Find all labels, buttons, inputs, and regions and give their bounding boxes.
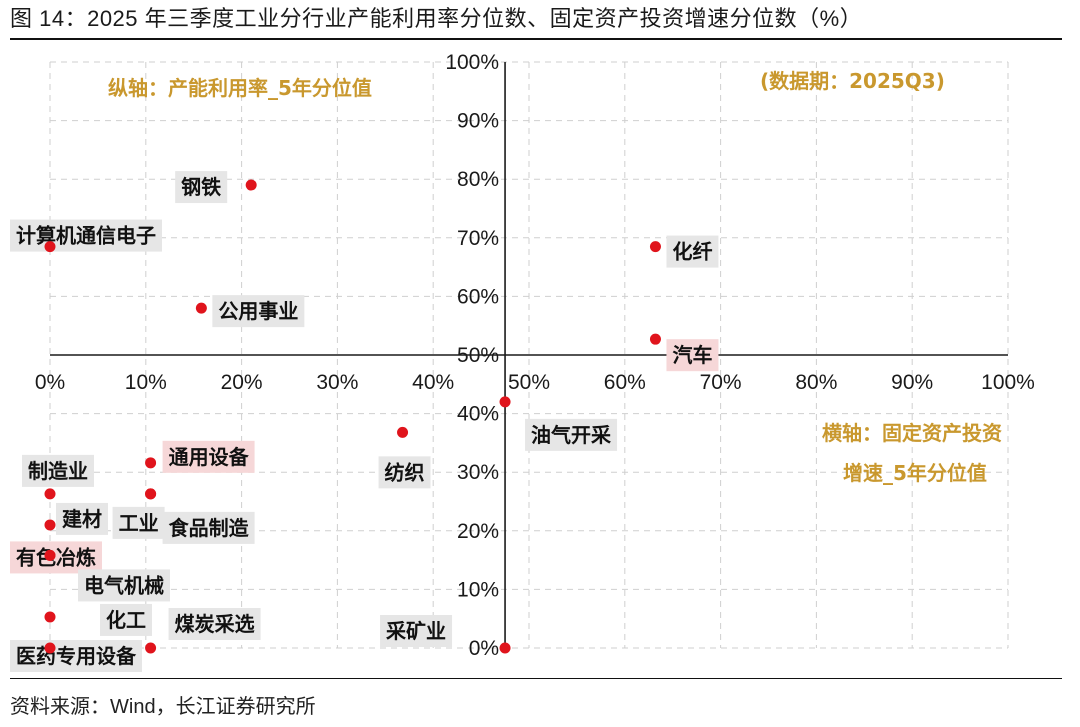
data-point	[145, 457, 157, 469]
point-label: 有色冶炼	[16, 545, 96, 569]
y-tick-label: 10%	[457, 578, 499, 601]
point-label-background	[112, 506, 165, 539]
point-label: 化纤	[672, 240, 712, 264]
y-tick-label: 70%	[457, 227, 499, 250]
point-label-background	[162, 511, 255, 544]
y-tick-label: 40%	[457, 403, 499, 426]
point-label: 通用设备	[169, 445, 250, 469]
data-point	[499, 642, 511, 654]
data-point	[44, 611, 56, 623]
point-label-backgrounds	[10, 171, 719, 672]
y-tick-label: 0%	[469, 637, 499, 660]
data-point	[145, 488, 157, 500]
data-point	[44, 642, 56, 654]
point-label: 食品制造	[169, 516, 250, 540]
data-point	[44, 519, 56, 531]
point-label: 医药专用设备	[16, 644, 137, 668]
tick-labels: 0% 10% 20% 30% 40% 50% 60% 70% 80% 90% 100%0%10%20…	[35, 51, 1035, 660]
point-label: 采矿业	[386, 619, 446, 643]
data-point	[499, 396, 511, 408]
data-point	[44, 241, 56, 253]
point-label: 汽车	[672, 343, 712, 367]
point-label-background	[212, 295, 305, 328]
data-point	[44, 488, 56, 500]
point-label: 纺织	[385, 460, 425, 484]
point-label: 工业	[119, 511, 159, 535]
x-tick-label: 0%	[35, 371, 65, 394]
point-label-background	[22, 454, 94, 487]
point-label-background	[378, 456, 431, 489]
x-tick-label: 70%	[700, 371, 742, 394]
axes	[50, 62, 1008, 648]
data-point	[44, 549, 56, 561]
y-tick-label: 80%	[457, 168, 499, 191]
point-label-background	[78, 569, 170, 602]
data-point	[195, 302, 207, 314]
x-tick-label: 10%	[125, 371, 167, 394]
point-label-background	[10, 219, 162, 252]
point-label: 钢铁	[181, 175, 221, 199]
y-tick-label: 100%	[445, 51, 499, 74]
y-tick-label: 30%	[457, 461, 499, 484]
point-label: 计算机通信电子	[16, 224, 156, 248]
x-tick-label: 60%	[604, 371, 646, 394]
point-label-background	[10, 640, 142, 672]
point-label-background	[56, 502, 108, 535]
point-label: 制造业	[28, 459, 88, 483]
source-note: 资料来源：Wind，长江证券研究所	[10, 696, 316, 718]
y-axis-note: 纵轴：产能利用率_5年分位值	[108, 76, 372, 100]
chart-notes: 纵轴：产能利用率_5年分位值 (数据期：2025Q3) 横轴：固定资产投资 增速…	[108, 69, 1002, 485]
x-tick-label: 90%	[891, 371, 933, 394]
x-axis-note-line1: 横轴：固定资产投资	[822, 421, 1002, 445]
point-label: 煤炭采选	[175, 612, 255, 636]
x-tick-label: 50%	[508, 371, 550, 394]
y-tick-label: 50%	[457, 344, 499, 367]
point-label: 建材	[62, 507, 102, 531]
y-tick-label: 90%	[457, 110, 499, 133]
point-label-background	[525, 418, 618, 451]
title-divider	[10, 38, 1062, 40]
point-label: 公用事业	[218, 299, 298, 323]
y-tick-label: 20%	[457, 520, 499, 543]
data-points	[44, 179, 661, 654]
x-tick-label: 80%	[795, 371, 837, 394]
x-axis-note-line2: 增速_5年分位值	[843, 461, 987, 485]
data-point	[649, 333, 661, 345]
x-tick-label: 100%	[981, 371, 1035, 394]
point-label: 化工	[106, 608, 146, 632]
point-label-background	[666, 235, 719, 268]
point-label-background	[10, 541, 102, 574]
point-label-background	[100, 603, 152, 636]
data-point	[397, 426, 409, 438]
point-label: 电气机械	[84, 573, 164, 597]
x-tick-label: 20%	[221, 371, 263, 394]
point-label-background	[168, 608, 261, 640]
x-tick-label: 40%	[412, 371, 454, 394]
y-tick-label: 60%	[457, 285, 499, 308]
point-label-background	[666, 339, 719, 372]
x-tick-label: 30%	[316, 371, 358, 394]
data-point	[649, 241, 661, 253]
point-label: 油气开采	[531, 423, 611, 447]
data-point	[245, 179, 257, 191]
footer-divider	[10, 678, 1062, 679]
period-note: (数据期：2025Q3)	[760, 69, 945, 93]
point-label-background	[162, 440, 255, 473]
chart-title: 图 14：2025 年三季度工业分行业产能利用率分位数、固定资产投资增速分位数（…	[10, 6, 863, 31]
data-point	[145, 642, 157, 654]
point-label-background	[380, 615, 453, 647]
point-label-background	[175, 171, 228, 204]
